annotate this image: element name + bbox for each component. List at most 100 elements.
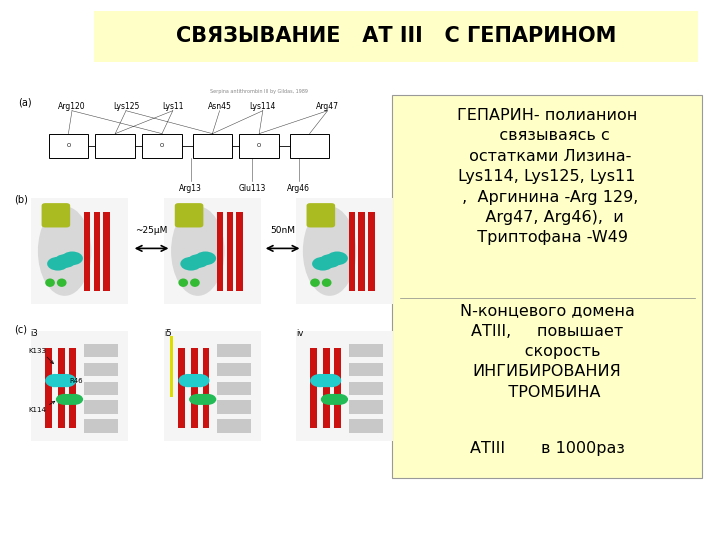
Ellipse shape — [61, 252, 83, 265]
Text: Serpina antithrombin III by Gildas, 1989: Serpina antithrombin III by Gildas, 1989 — [210, 90, 308, 94]
Bar — [94, 212, 100, 291]
Bar — [30, 330, 128, 442]
Bar — [179, 348, 185, 428]
Bar — [349, 344, 383, 357]
Ellipse shape — [190, 374, 210, 387]
FancyBboxPatch shape — [175, 203, 203, 227]
Ellipse shape — [189, 394, 207, 405]
Bar — [163, 198, 261, 303]
Ellipse shape — [321, 394, 338, 405]
Bar — [296, 198, 393, 303]
Bar — [217, 344, 251, 357]
Text: K133: K133 — [29, 348, 47, 354]
Ellipse shape — [319, 254, 341, 268]
Ellipse shape — [179, 374, 198, 387]
Ellipse shape — [322, 374, 341, 387]
Ellipse shape — [57, 279, 66, 287]
Text: Glu113: Glu113 — [238, 184, 266, 193]
Bar — [296, 330, 393, 442]
Text: i3: i3 — [30, 329, 38, 339]
Ellipse shape — [56, 394, 73, 405]
Ellipse shape — [322, 279, 331, 287]
Ellipse shape — [314, 374, 333, 387]
Text: (c): (c) — [14, 324, 27, 334]
Ellipse shape — [179, 279, 188, 287]
Bar — [103, 212, 109, 291]
Ellipse shape — [171, 206, 225, 296]
Text: O: O — [66, 143, 71, 148]
Text: Arg47: Arg47 — [316, 102, 339, 111]
Text: 50nM: 50nM — [271, 226, 295, 235]
Bar — [84, 382, 118, 395]
Bar — [349, 363, 383, 376]
Text: iv: iv — [297, 329, 304, 339]
Bar — [49, 133, 88, 158]
Text: Arg120: Arg120 — [58, 102, 86, 111]
Bar — [349, 382, 383, 395]
Ellipse shape — [330, 394, 348, 405]
Text: (b): (b) — [14, 194, 28, 205]
Text: СВЯЗЫВАНИЕ   АТ III   С ГЕПАРИНОМ: СВЯЗЫВАНИЕ АТ III С ГЕПАРИНОМ — [176, 26, 616, 46]
Ellipse shape — [199, 394, 216, 405]
Bar — [84, 344, 118, 357]
Ellipse shape — [312, 257, 333, 271]
Bar — [349, 419, 383, 433]
Bar — [349, 401, 383, 414]
Text: АТIII       в 1000раз: АТIII в 1000раз — [469, 441, 625, 456]
Text: Arg46: Arg46 — [287, 184, 310, 193]
Bar — [30, 198, 128, 303]
Text: O: O — [160, 143, 164, 148]
Text: Arg13: Arg13 — [179, 184, 202, 193]
Bar — [368, 212, 374, 291]
Bar — [217, 382, 251, 395]
Text: (a): (a) — [18, 97, 32, 107]
Ellipse shape — [45, 279, 55, 287]
Bar — [45, 348, 52, 428]
Ellipse shape — [194, 252, 216, 265]
Bar — [95, 133, 135, 158]
FancyBboxPatch shape — [307, 203, 335, 227]
Text: ~25μM: ~25μM — [135, 226, 167, 235]
Bar — [163, 330, 261, 442]
Text: R46: R46 — [69, 377, 83, 383]
Bar — [227, 212, 233, 291]
Ellipse shape — [57, 374, 76, 387]
Text: K114: K114 — [29, 408, 47, 414]
Ellipse shape — [326, 252, 348, 265]
Bar — [84, 212, 90, 291]
Bar — [310, 348, 317, 428]
Text: O: O — [257, 143, 261, 148]
Bar — [192, 133, 232, 158]
Ellipse shape — [190, 279, 199, 287]
Text: N-концевого домена
АТIII,     повышает
      скорость
ИНГИБИРОВАНИЯ
   ТРОМБИНА: N-концевого домена АТIII, повышает скоро… — [460, 303, 634, 400]
Ellipse shape — [186, 374, 206, 387]
Bar — [217, 363, 251, 376]
Ellipse shape — [187, 254, 209, 268]
Ellipse shape — [47, 257, 68, 271]
Ellipse shape — [182, 374, 202, 387]
Ellipse shape — [54, 254, 76, 268]
Text: Asn45: Asn45 — [207, 102, 232, 111]
Bar — [289, 133, 329, 158]
Text: i5: i5 — [164, 329, 172, 339]
Bar — [236, 212, 243, 291]
Ellipse shape — [318, 374, 338, 387]
Ellipse shape — [66, 394, 83, 405]
Bar — [84, 401, 118, 414]
Bar — [239, 133, 279, 158]
Bar — [58, 348, 65, 428]
Ellipse shape — [53, 374, 73, 387]
Text: Lys125: Lys125 — [113, 102, 139, 111]
Ellipse shape — [310, 279, 320, 287]
Ellipse shape — [310, 374, 330, 387]
Bar — [203, 348, 210, 428]
Bar — [84, 419, 118, 433]
Ellipse shape — [325, 394, 343, 405]
Bar — [348, 212, 355, 291]
Ellipse shape — [180, 257, 202, 271]
Bar — [143, 133, 181, 158]
Text: ГЕПАРИН- полианион
   связываясь с
 остатками Лизина-
Lys114, Lys125, Lys11
 ,  : ГЕПАРИН- полианион связываясь с остаткам… — [456, 108, 638, 245]
Bar — [217, 401, 251, 414]
FancyArrow shape — [170, 336, 173, 397]
Bar — [392, 94, 702, 478]
